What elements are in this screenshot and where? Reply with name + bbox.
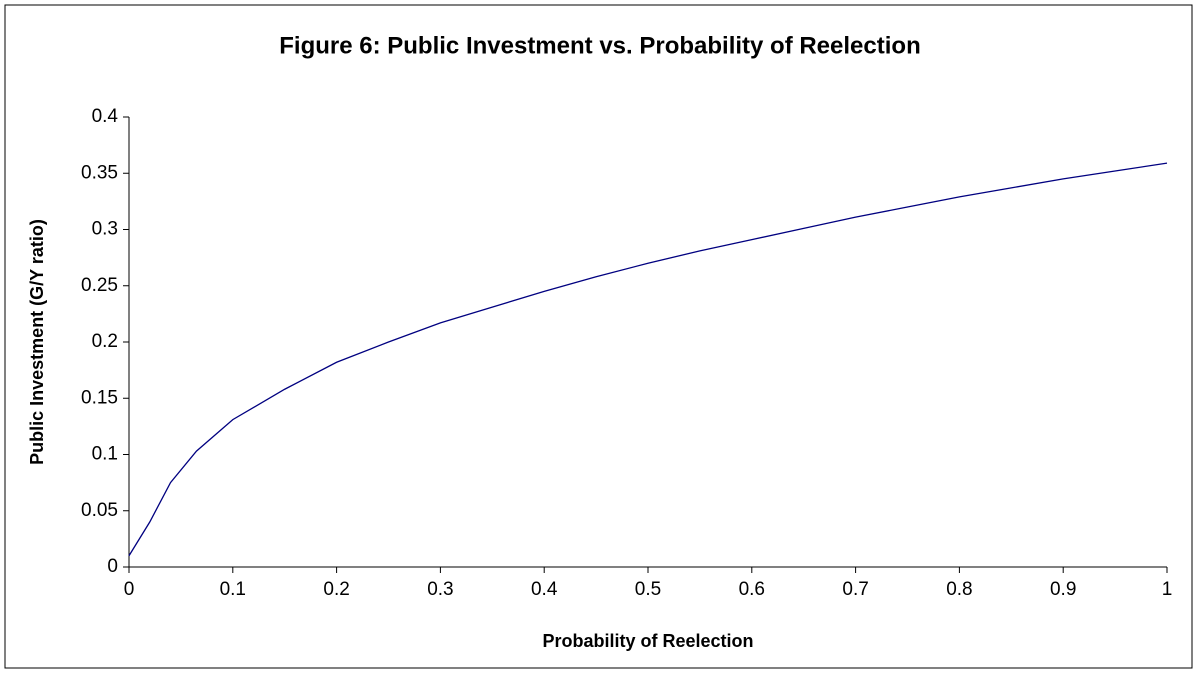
- x-axis-label: Probability of Reelection: [542, 631, 753, 651]
- y-tick-label: 0.1: [92, 444, 118, 465]
- x-tick-label: 0.2: [323, 579, 349, 600]
- x-tick-label: 0.4: [531, 579, 558, 600]
- y-tick-label: 0.2: [92, 331, 118, 352]
- chart-title: Figure 6: Public Investment vs. Probabil…: [279, 32, 920, 59]
- y-tick-label: 0.35: [81, 162, 118, 183]
- x-tick-label: 0.9: [1050, 579, 1076, 600]
- y-tick-label: 0.05: [81, 500, 118, 521]
- chart-frame: [4, 4, 1193, 669]
- line-series: [128, 162, 1168, 557]
- x-tick-label: 0.3: [427, 579, 453, 600]
- x-tick-label: 1: [1162, 579, 1173, 600]
- x-tick-label: 0.8: [946, 579, 972, 600]
- x-tick-label: 0.5: [635, 579, 661, 600]
- y-axis-label: Public Investment (G/Y ratio): [27, 219, 47, 465]
- x-tick-label: 0.7: [842, 579, 868, 600]
- y-tick-label: 0: [107, 556, 118, 577]
- x-tick-label: 0: [124, 579, 135, 600]
- y-tick-label: 0.3: [92, 219, 118, 240]
- x-tick-label: 0.6: [739, 579, 765, 600]
- x-tick-label: 0.1: [220, 579, 246, 600]
- y-tick-label: 0.15: [81, 387, 118, 408]
- y-tick-label: 0.4: [92, 106, 119, 127]
- y-tick-label: 0.25: [81, 275, 118, 296]
